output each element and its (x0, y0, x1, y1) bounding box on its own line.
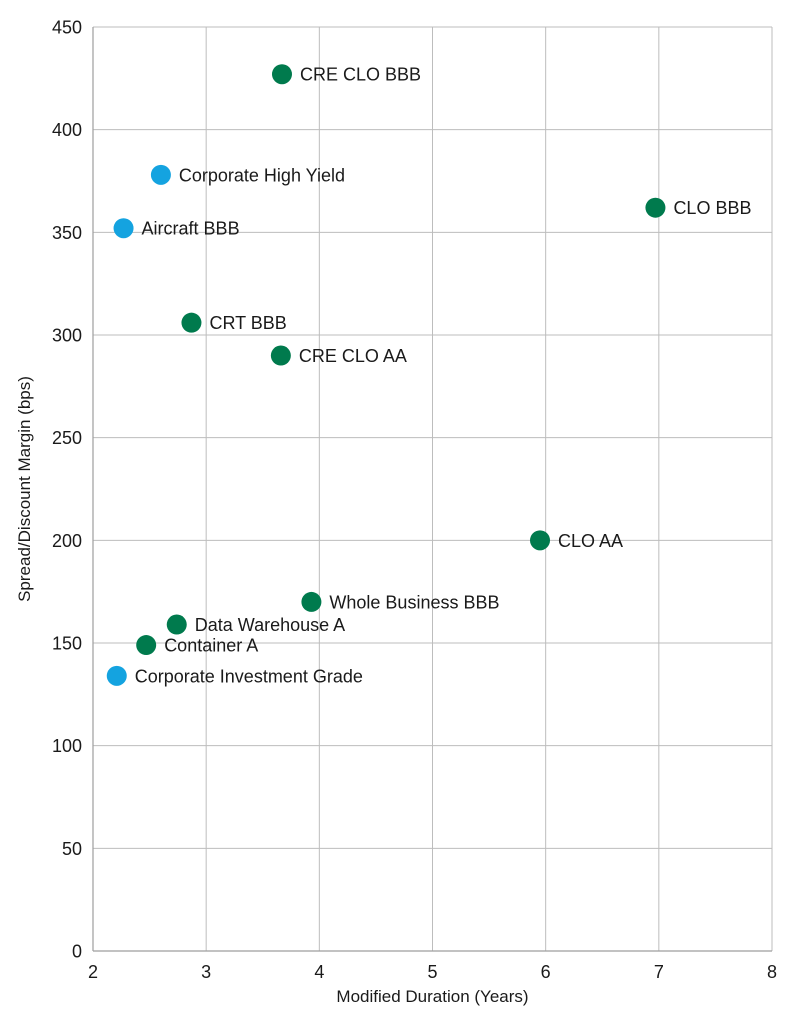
data-point-label: Corporate High Yield (179, 165, 345, 185)
x-axis-title: Modified Duration (Years) (336, 987, 528, 1006)
y-tick-label: 0 (72, 942, 82, 962)
data-point-label: Aircraft BBB (142, 219, 240, 239)
data-point (181, 312, 202, 333)
data-point-label: Container A (164, 636, 258, 656)
grid (93, 26, 773, 951)
x-tick-label: 4 (314, 962, 324, 982)
x-tick-label: 8 (767, 962, 777, 982)
data-point (301, 591, 322, 612)
data-point-label: CLO BBB (673, 198, 751, 218)
y-tick-label: 100 (52, 736, 82, 756)
x-tick-label: 7 (654, 962, 664, 982)
data-point (150, 164, 171, 185)
y-tick-label: 50 (62, 839, 82, 859)
data-point-label: Whole Business BBB (329, 592, 499, 612)
data-point (166, 614, 187, 635)
point-labels: CRE CLO BBB Corporate High Yield CLO BBB Ai… (135, 65, 752, 687)
data-point-label: CRE CLO AA (299, 346, 407, 366)
y-tick-label: 450 (52, 18, 82, 38)
x-tick-label: 2 (88, 962, 98, 982)
data-point (113, 218, 134, 239)
data-points (106, 64, 666, 686)
data-point (136, 635, 157, 656)
data-point (270, 345, 291, 366)
data-point (271, 64, 292, 85)
y-axis-title: Spread/Discount Margin (bps) (15, 376, 34, 602)
y-tick-label: 250 (52, 428, 82, 448)
data-point (106, 665, 127, 686)
x-tick-label: 3 (201, 962, 211, 982)
x-tick-label: 6 (541, 962, 551, 982)
data-point (645, 197, 666, 218)
data-point-label: CRT BBB (209, 313, 286, 333)
y-tick-label: 150 (52, 634, 82, 654)
axes (92, 27, 772, 952)
data-point-label: CRE CLO BBB (300, 65, 421, 85)
data-point (530, 530, 551, 551)
x-tick-label: 5 (427, 962, 437, 982)
data-point-label: Data Warehouse A (195, 615, 345, 635)
y-tick-label: 200 (52, 531, 82, 551)
y-tick-label: 400 (52, 120, 82, 140)
data-point-label: CLO AA (558, 531, 623, 551)
y-tick-label: 300 (52, 326, 82, 346)
y-tick-label: 350 (52, 223, 82, 243)
tick-labels: 2 3 4 5 6 7 8 0 50 100 150 200 250 300 350 400 450 (52, 18, 777, 983)
data-point-label: Corporate Investment Grade (135, 666, 363, 686)
